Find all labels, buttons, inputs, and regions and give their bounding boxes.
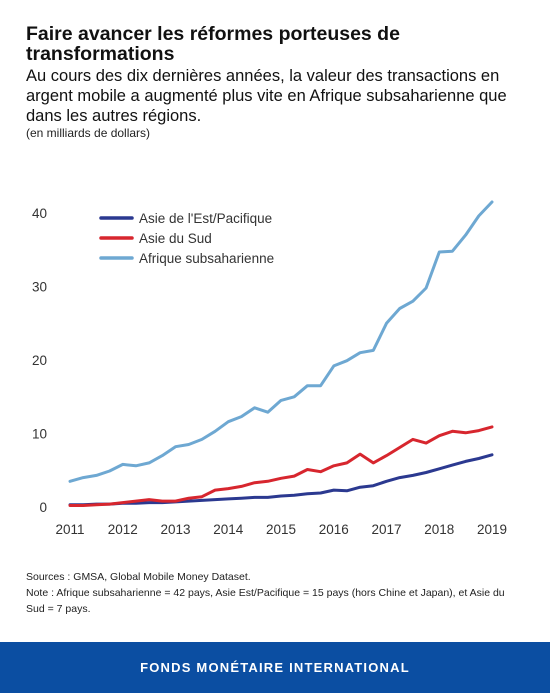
legend-label: Asie du Sud xyxy=(139,231,212,246)
legend-label: Afrique subsaharienne xyxy=(139,251,274,266)
x-tick-label: 2015 xyxy=(266,522,296,537)
x-tick-label: 2019 xyxy=(477,522,507,537)
x-tick-label: 2013 xyxy=(160,522,190,537)
series-lines xyxy=(68,200,494,507)
chart-subtitle: Au cours des dix dernières années, la va… xyxy=(26,67,507,125)
chart-title: Faire avancer les réformes porteuses de … xyxy=(26,23,400,65)
y-tick-label: 0 xyxy=(39,500,47,515)
x-axis: 2011 2012 2013 2014 2015 2016 2017 2018 2019 xyxy=(55,522,507,537)
y-axis: 0 10 20 30 40 xyxy=(32,206,47,515)
y-tick-label: 20 xyxy=(32,353,47,368)
footer-banner: FONDS MONÉTAIRE INTERNATIONAL xyxy=(0,642,550,693)
y-tick-label: 40 xyxy=(32,206,47,221)
x-tick-label: 2011 xyxy=(55,522,84,537)
footer-label: FONDS MONÉTAIRE INTERNATIONAL xyxy=(140,660,410,675)
x-tick-label: 2016 xyxy=(319,522,349,537)
series-line-0 xyxy=(68,453,494,507)
series-line-1 xyxy=(68,425,494,507)
y-tick-label: 10 xyxy=(32,427,47,442)
unit-label: (en milliards de dollars) xyxy=(26,126,151,140)
sources-text: Sources : GMSA, Global Mobile Money Data… xyxy=(26,571,251,583)
legend-label: Asie de l'Est/Pacifique xyxy=(139,211,272,226)
x-tick-label: 2018 xyxy=(424,522,454,537)
chart-notes: Sources : GMSA, Global Mobile Money Data… xyxy=(26,569,526,617)
note-text: Note : Afrique subsaharienne = 42 pays, … xyxy=(26,587,505,615)
x-tick-label: 2017 xyxy=(371,522,401,537)
x-tick-label: 2012 xyxy=(108,522,138,537)
legend: Asie de l'Est/Pacifique Asie du Sud Afriqu… xyxy=(99,211,274,266)
series-line-2 xyxy=(68,200,494,483)
x-tick-label: 2014 xyxy=(213,522,244,537)
y-tick-label: 30 xyxy=(32,280,47,295)
